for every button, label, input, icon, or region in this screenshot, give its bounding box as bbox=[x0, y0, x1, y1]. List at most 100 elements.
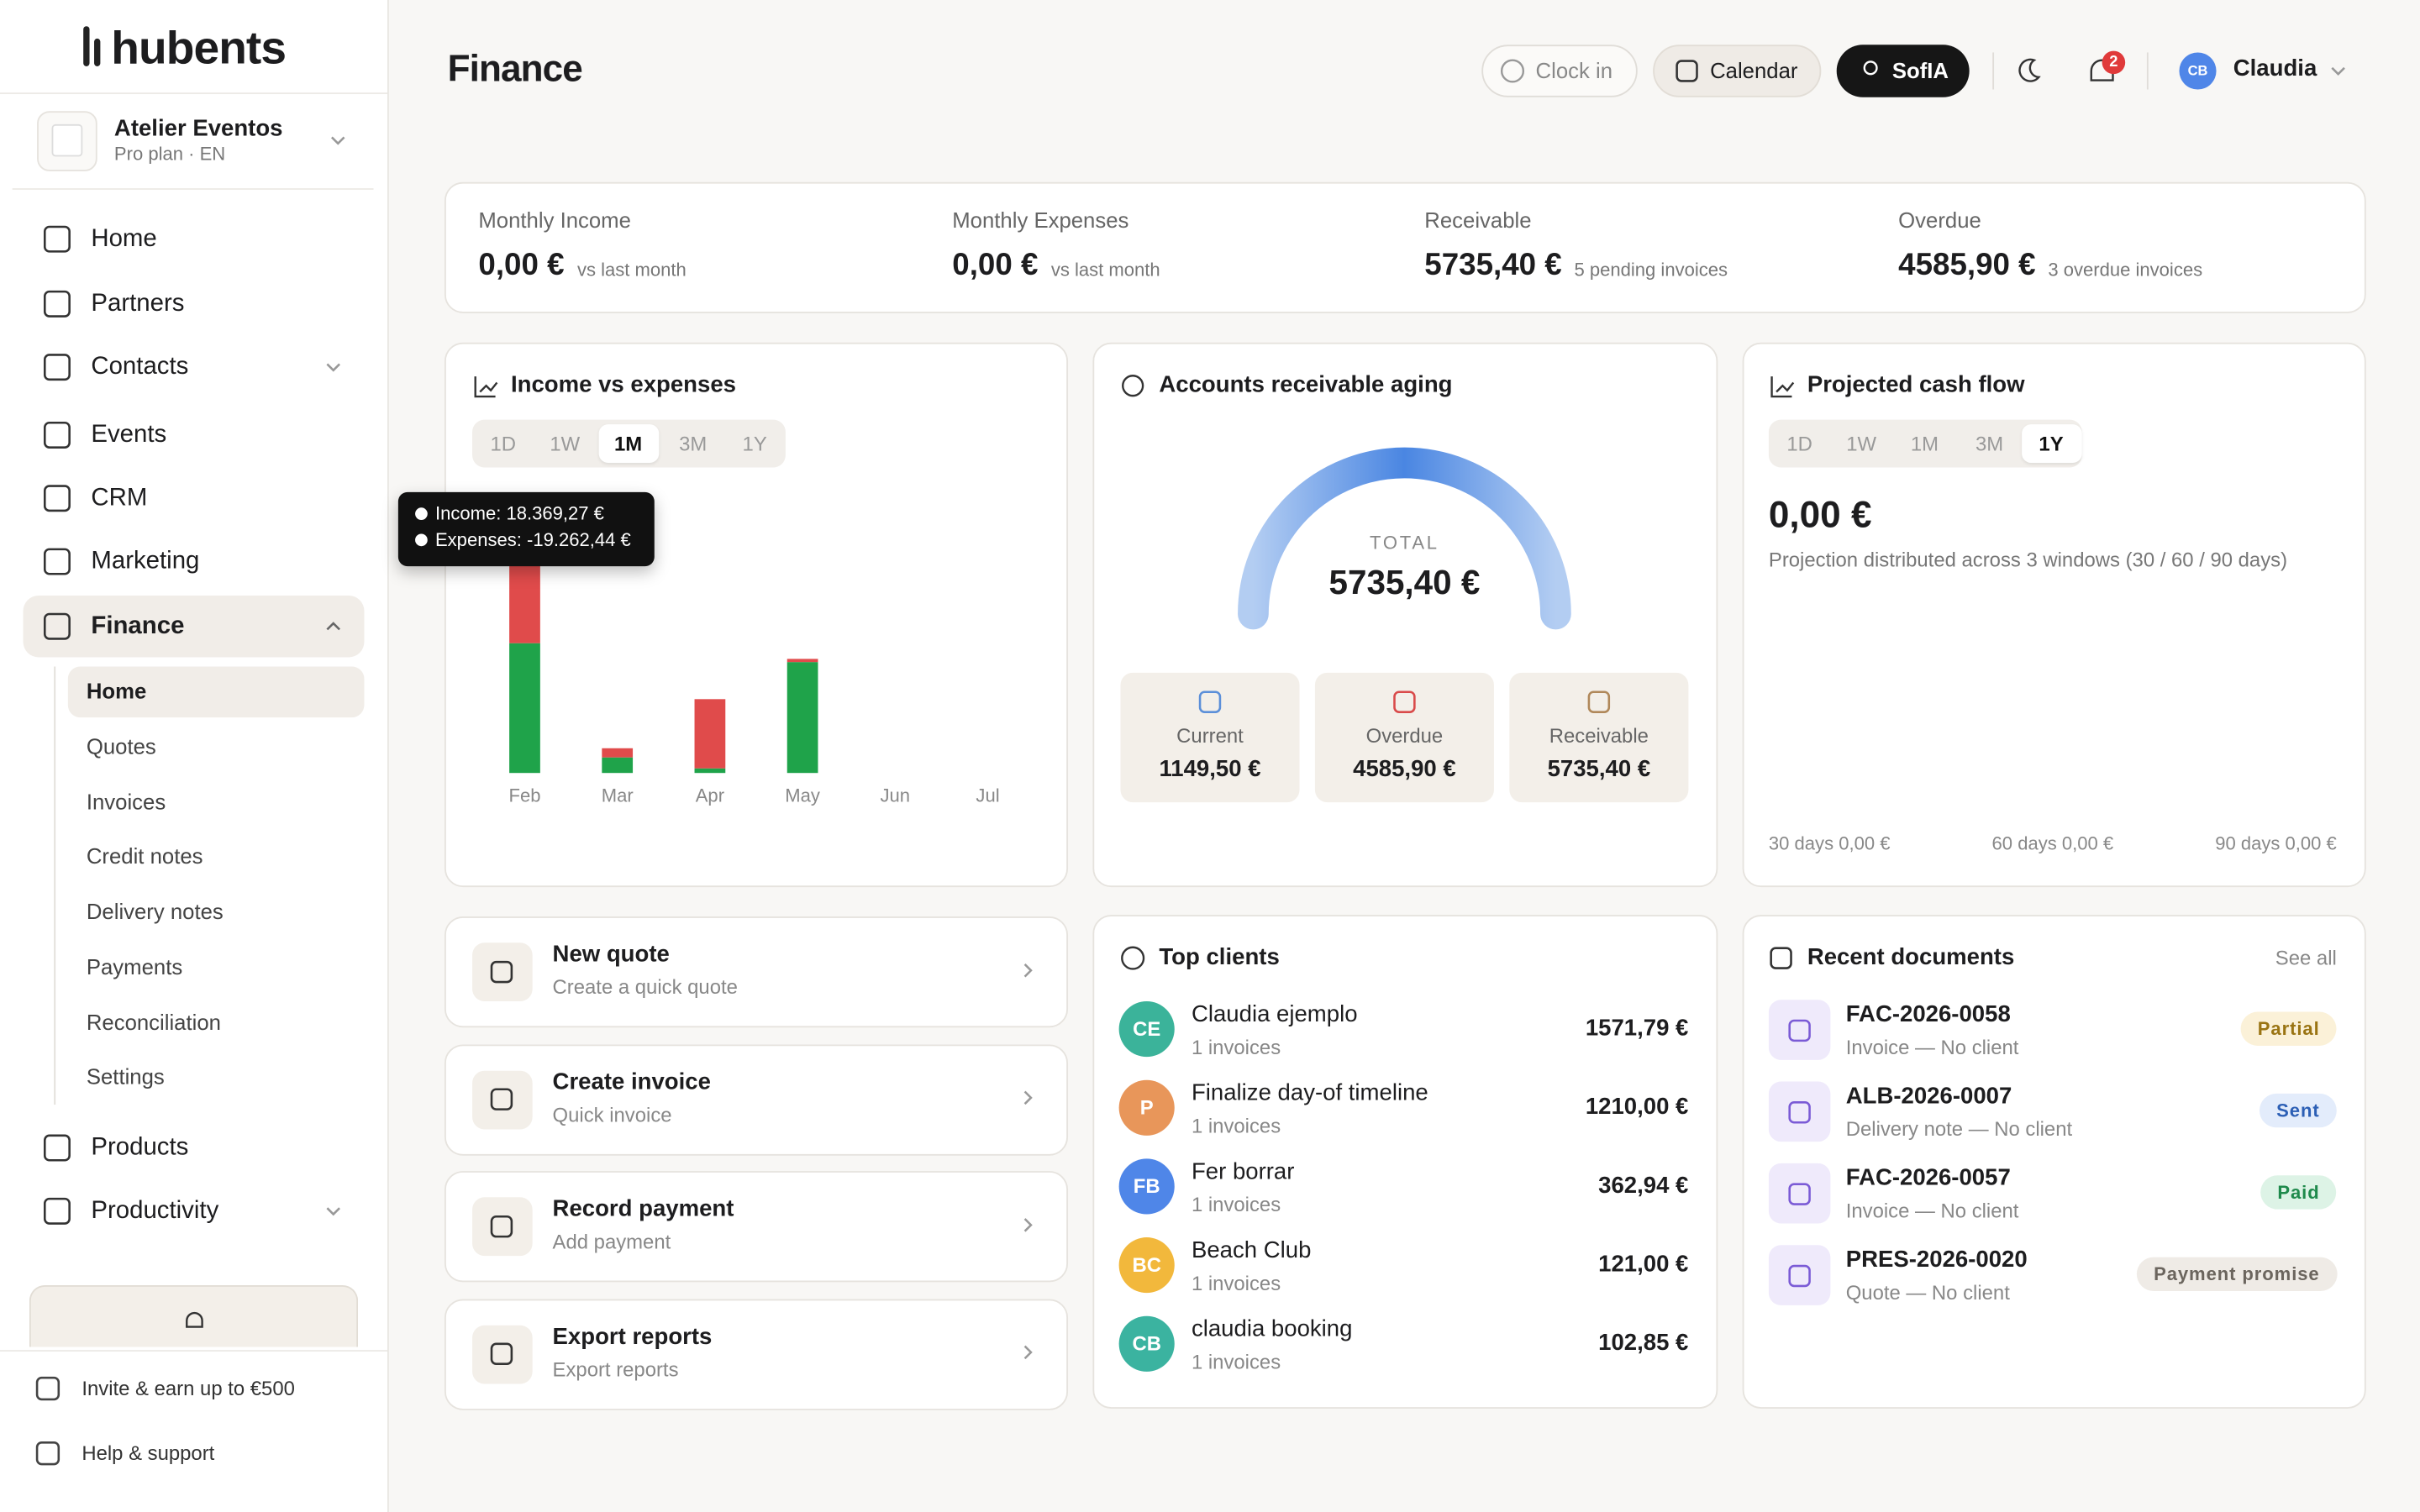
bucket-label: Receivable bbox=[1549, 723, 1649, 748]
submenu-item[interactable]: Reconciliation bbox=[86, 1010, 221, 1035]
button-label[interactable]: Calendar bbox=[1710, 58, 1798, 83]
divider bbox=[1992, 52, 1995, 90]
submenu-item[interactable]: Invoices bbox=[86, 789, 166, 815]
nav-item[interactable]: Home bbox=[91, 225, 157, 253]
kpi-note: 5 pending invoices bbox=[1574, 259, 1728, 281]
document-icon bbox=[1768, 1081, 1831, 1142]
nav-item[interactable]: Products bbox=[91, 1134, 189, 1161]
card-title: Accounts receivable aging bbox=[1159, 371, 1453, 398]
client-name[interactable]: Beach Club bbox=[1191, 1237, 1312, 1264]
client-amount: 121,00 € bbox=[1598, 1251, 1689, 1278]
client-initials: FB bbox=[1133, 1174, 1160, 1198]
submenu-item[interactable]: Delivery notes bbox=[86, 899, 224, 924]
range-tab[interactable]: 1D bbox=[1786, 431, 1812, 455]
document-icon bbox=[1768, 1163, 1831, 1224]
client-avatar bbox=[1118, 1237, 1175, 1294]
range-tab[interactable]: 3M bbox=[1975, 431, 2004, 455]
status-pill: Partial bbox=[2240, 1011, 2337, 1047]
card-title: Projected cash flow bbox=[1807, 371, 2025, 398]
card bbox=[1092, 915, 1718, 1409]
submenu-active bbox=[67, 666, 365, 718]
page-title: Finance bbox=[447, 49, 583, 91]
action-icon bbox=[472, 1324, 533, 1383]
client-amount: 362,94 € bbox=[1598, 1172, 1689, 1200]
document-id[interactable]: PRES-2026-0020 bbox=[1845, 1247, 2028, 1273]
nav-item[interactable]: Marketing bbox=[91, 548, 200, 575]
action-card[interactable] bbox=[444, 916, 1069, 1028]
kpi-label: Monthly Expenses bbox=[952, 207, 1129, 233]
x-tick-label: Feb bbox=[508, 785, 541, 807]
action-title[interactable]: Export reports bbox=[552, 1323, 713, 1350]
client-name[interactable]: Finalize day-of timeline bbox=[1191, 1079, 1428, 1106]
x-tick-label: Jun bbox=[880, 785, 911, 807]
document-desc: Invoice — No client bbox=[1845, 1035, 2019, 1059]
document-id[interactable]: ALB-2026-0007 bbox=[1845, 1083, 2012, 1110]
client-avatar bbox=[1118, 1079, 1175, 1136]
nav-item[interactable]: CRM bbox=[91, 485, 148, 512]
submenu-line bbox=[54, 666, 56, 1105]
range-tab[interactable]: 1Y bbox=[2039, 431, 2064, 455]
document-id[interactable]: FAC-2026-0057 bbox=[1845, 1164, 2011, 1191]
button-label[interactable]: SofIA bbox=[1891, 58, 1949, 83]
client-name[interactable]: Claudia ejemplo bbox=[1191, 1001, 1358, 1028]
range-tab-active[interactable] bbox=[598, 424, 660, 464]
avatar-initials: CB bbox=[2187, 62, 2208, 78]
client-amount: 102,85 € bbox=[1598, 1330, 1689, 1357]
nav-item[interactable]: Productivity bbox=[91, 1198, 219, 1225]
range-tab[interactable]: 1W bbox=[1846, 431, 1877, 455]
action-title[interactable]: Record payment bbox=[552, 1195, 734, 1222]
action-icon bbox=[472, 1069, 533, 1129]
action-card[interactable] bbox=[444, 1171, 1069, 1283]
document-desc: Invoice — No client bbox=[1845, 1199, 2019, 1223]
nav-item[interactable]: Partners bbox=[91, 291, 185, 318]
submenu-item[interactable]: Settings bbox=[86, 1063, 165, 1089]
client-name[interactable]: claudia booking bbox=[1191, 1315, 1353, 1342]
action-title[interactable]: Create invoice bbox=[552, 1068, 711, 1095]
range-tab-active[interactable] bbox=[2022, 424, 2082, 464]
card-title: Income vs expenses bbox=[510, 371, 736, 398]
range-tab[interactable]: 1M bbox=[613, 431, 643, 455]
client-count: 1 invoices bbox=[1191, 1193, 1281, 1216]
submenu-item[interactable]: Credit notes bbox=[86, 843, 203, 869]
button-label[interactable]: Clock in bbox=[1535, 58, 1613, 83]
client-name[interactable]: Fer borrar bbox=[1191, 1158, 1295, 1185]
nav-item[interactable]: Events bbox=[91, 422, 167, 449]
range-tab[interactable]: 3M bbox=[679, 431, 708, 455]
avatar[interactable] bbox=[2179, 52, 2217, 90]
see-all-link[interactable]: See all bbox=[2275, 946, 2337, 969]
submenu-item[interactable]: Payments bbox=[86, 954, 183, 979]
action-icon bbox=[472, 1197, 533, 1257]
assistant-button[interactable] bbox=[1836, 45, 1970, 97]
range-tab[interactable]: 1W bbox=[550, 431, 581, 455]
divider bbox=[0, 1350, 388, 1352]
divider bbox=[2146, 52, 2149, 90]
submenu-item[interactable]: Home bbox=[86, 678, 147, 703]
range-tab[interactable]: 1D bbox=[490, 431, 517, 455]
user-name[interactable]: Claudia bbox=[2233, 55, 2317, 82]
bucket-value: 5735,40 € bbox=[1547, 756, 1651, 783]
range-tab[interactable]: 1M bbox=[1910, 431, 1939, 455]
workspace-name[interactable]: Atelier Eventos bbox=[113, 115, 283, 142]
nav-item[interactable]: Contacts bbox=[91, 354, 189, 381]
client-avatar bbox=[1118, 1315, 1175, 1372]
action-card[interactable] bbox=[444, 1298, 1069, 1410]
client-initials: BC bbox=[1132, 1252, 1161, 1277]
kpi-label: Overdue bbox=[1898, 207, 1981, 233]
footer-link[interactable]: Invite & earn up to €500 bbox=[82, 1376, 295, 1400]
nav-item[interactable]: Finance bbox=[91, 612, 185, 640]
tooltip-dot bbox=[415, 507, 428, 520]
cashflow-window: 60 days 0,00 € bbox=[1991, 832, 2114, 855]
action-card[interactable] bbox=[444, 1043, 1069, 1155]
kpi-value: 4585,90 € bbox=[1898, 248, 2036, 283]
x-tick-label: May bbox=[785, 785, 820, 807]
range-tab[interactable]: 1Y bbox=[742, 431, 767, 455]
footer-link[interactable]: Help & support bbox=[82, 1441, 215, 1465]
divider bbox=[12, 188, 374, 190]
document-id[interactable]: FAC-2026-0058 bbox=[1845, 1001, 2011, 1028]
cashflow-amount: 0,00 € bbox=[1768, 494, 1872, 537]
submenu-item[interactable]: Quotes bbox=[86, 733, 156, 759]
tooltip-dot bbox=[415, 533, 428, 547]
moon-icon bbox=[2018, 58, 2041, 82]
client-count: 1 invoices bbox=[1191, 1035, 1281, 1059]
action-title[interactable]: New quote bbox=[552, 941, 670, 968]
